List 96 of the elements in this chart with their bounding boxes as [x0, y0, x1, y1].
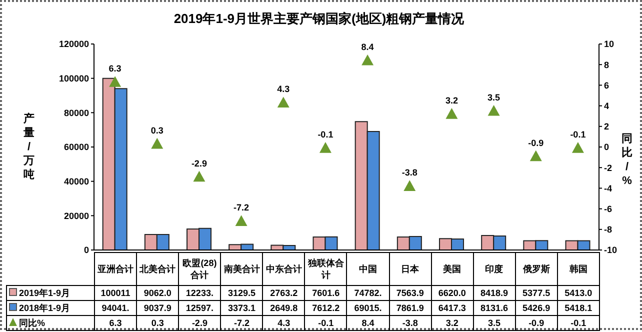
text: 8.4	[361, 42, 374, 52]
y-tick-label: 80000	[64, 108, 89, 118]
point	[151, 138, 164, 149]
data-label: 74782.	[346, 286, 390, 300]
y-tick-label: 120000	[58, 39, 89, 50]
y2-tick-label: -10	[604, 245, 618, 256]
text: -0.1	[570, 130, 586, 140]
data-label: 9062.0	[136, 286, 179, 300]
data-label: 12233.	[178, 286, 221, 300]
point	[404, 180, 416, 191]
x-tick-label: 日本	[389, 252, 432, 286]
y-tick-label: 60000	[64, 142, 89, 152]
data-label: 69015.	[346, 300, 390, 316]
data-label: 8131.6	[473, 300, 516, 316]
x-tick-label: 独联体合计	[304, 252, 347, 286]
x-tick-label: 中东合计	[262, 252, 305, 286]
data-label: -3.8	[389, 316, 432, 330]
data-label: 3.5	[473, 316, 516, 330]
x-tick-label: 亚洲合计	[94, 252, 137, 286]
text: 6.3	[108, 64, 122, 74]
y2-tick-label: -6	[604, 204, 612, 214]
point	[530, 150, 542, 162]
data-label: 5418.1	[557, 300, 600, 316]
point	[193, 170, 206, 182]
y-tick-label: 100000	[58, 74, 89, 84]
x-tick-label: 韩国	[557, 252, 600, 286]
point	[572, 142, 584, 153]
legend-label: 2019年1-9月	[6, 286, 94, 300]
data-label: 3129.5	[220, 286, 263, 300]
text: -7.2	[234, 202, 250, 213]
text: -2.9	[191, 158, 207, 168]
data-label: -7.2	[220, 316, 263, 330]
data-label: -0.1	[557, 316, 600, 330]
y2-tick-label: -8	[604, 224, 612, 235]
text: 4.3	[277, 84, 290, 94]
data-label: 9037.9	[136, 300, 179, 316]
data-label: 7563.9	[389, 286, 432, 300]
y2-tick-label: 10	[604, 39, 614, 50]
chart-title: 2019年1-9月世界主要产钢国家(地区)粗钢产量情况	[172, 10, 466, 28]
text: 3.2	[445, 96, 458, 106]
data-label: 2649.8	[262, 300, 305, 316]
data-label: 5426.9	[515, 300, 558, 316]
data-label: 7612.2	[304, 300, 347, 316]
x-tick-label: 南美合计	[220, 252, 263, 286]
x-tick-label: 美国	[431, 252, 474, 286]
point	[235, 215, 248, 226]
y2-tick-label: -2	[604, 162, 612, 173]
data-label: 5413.0	[557, 286, 600, 300]
y-tick-label: 20000	[64, 210, 89, 221]
data-label: 6.3	[94, 316, 137, 330]
text: 3.5	[488, 92, 500, 102]
y2-tick-label: 0	[604, 142, 610, 152]
point	[277, 96, 290, 108]
data-label: 12597.	[178, 300, 221, 316]
text: -3.8	[402, 168, 418, 178]
data-label: 3373.1	[220, 300, 263, 316]
data-label: 8418.9	[473, 286, 516, 300]
text: -0.9	[528, 138, 544, 148]
data-label: -0.1	[304, 316, 347, 330]
y-tick-label: 40000	[64, 176, 89, 187]
legend-label: 同比%	[6, 316, 94, 330]
data-label: 100011	[94, 286, 137, 300]
y2-tick-label: -4	[604, 183, 612, 194]
data-label: 5377.5	[515, 286, 558, 300]
data-label: 7861.9	[389, 300, 432, 316]
data-label: 6620.0	[431, 286, 474, 300]
data-label: -2.9	[178, 316, 221, 330]
data-label: 6417.3	[431, 300, 474, 316]
text: -0.1	[318, 130, 334, 140]
x-tick-label: 印度	[473, 252, 516, 286]
data-label: 4.3	[262, 316, 305, 330]
x-tick-label: 北美合计	[136, 252, 179, 286]
data-label: 2763.2	[262, 286, 305, 300]
text: 0.3	[150, 125, 164, 136]
x-tick-label: 欧盟(28)合计	[178, 252, 221, 286]
data-label: -0.9	[515, 316, 558, 330]
legend-label: 2018年1-9月	[6, 300, 94, 316]
y-axis-title: 产量/万吨	[22, 112, 36, 182]
data-label: 8.4	[346, 316, 390, 330]
y-tick-label: 0	[84, 245, 89, 256]
data-label: 7601.6	[304, 286, 347, 300]
point	[109, 76, 122, 87]
point	[488, 104, 500, 116]
point	[362, 54, 374, 66]
y2-tick-label: 6	[604, 80, 610, 90]
y2-axis-title: 同比/%	[620, 132, 634, 188]
data-label: 94041.	[94, 300, 137, 316]
point	[446, 108, 458, 119]
x-tick-label: 俄罗斯	[515, 252, 558, 286]
point	[319, 142, 332, 153]
data-label: 0.3	[136, 316, 179, 330]
x-tick-label: 中国	[346, 252, 390, 286]
y2-tick-label: 4	[604, 100, 610, 111]
y2-tick-label: 2	[604, 122, 610, 132]
y2-tick-label: 8	[604, 60, 610, 70]
data-label: 3.2	[431, 316, 474, 330]
